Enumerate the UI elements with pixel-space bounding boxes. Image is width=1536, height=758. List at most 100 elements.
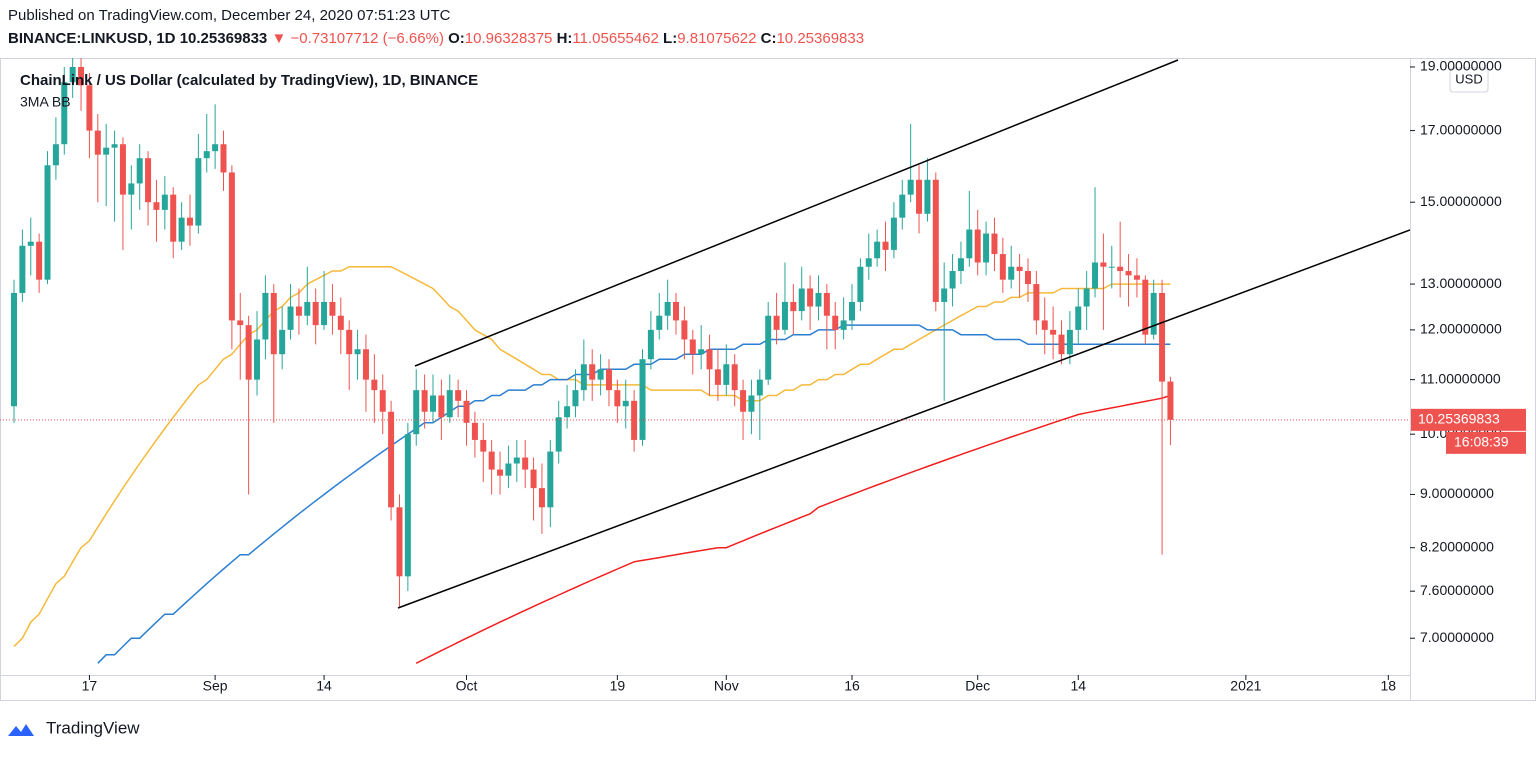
- candle-body: [270, 292, 277, 355]
- ma-line: [415, 394, 1171, 664]
- y-tick-label: 19.00000000: [1420, 58, 1502, 74]
- l-label: L:: [663, 30, 677, 47]
- y-tick-label: 7.00000000: [1420, 629, 1494, 645]
- candle-body: [1150, 292, 1157, 335]
- candle-body: [983, 233, 990, 263]
- candle-body: [522, 457, 529, 470]
- candle-body: [706, 349, 713, 370]
- candle-body: [237, 320, 244, 326]
- x-tick-label: 17: [82, 678, 98, 694]
- x-tick-label: 19: [610, 678, 626, 694]
- logo: [8, 724, 34, 736]
- candle-body: [999, 254, 1006, 280]
- candle-body: [681, 320, 688, 340]
- candle-body: [807, 288, 814, 307]
- candle-body: [1142, 279, 1149, 335]
- candle-body: [1066, 329, 1073, 355]
- candle-body: [689, 339, 696, 355]
- candle-body: [580, 364, 587, 391]
- candle-body: [497, 469, 504, 476]
- candle-body: [1041, 320, 1048, 330]
- candle-body: [1024, 271, 1031, 285]
- candle-body: [865, 258, 872, 267]
- candle-body: [890, 217, 897, 250]
- c-label: C:: [761, 30, 777, 47]
- candle-body: [538, 488, 545, 508]
- candle-body: [614, 390, 621, 407]
- x-tick-label: Dec: [965, 678, 990, 694]
- candle-body: [212, 144, 219, 152]
- subtitle: 3MA BB: [20, 94, 71, 110]
- candle-body: [262, 292, 269, 340]
- candle-body: [11, 292, 17, 407]
- last-price-label: 10.25369833: [1418, 411, 1500, 427]
- symbol: BINANCE:LINKUSD, 1D: [8, 30, 176, 47]
- candle-body: [295, 306, 302, 316]
- ma-line: [97, 324, 1171, 664]
- candle-body: [1008, 266, 1015, 280]
- candle-body: [974, 229, 981, 263]
- candle-body: [1075, 306, 1082, 330]
- y-tick-label: 12.00000000: [1420, 321, 1502, 337]
- candle-body: [1058, 334, 1065, 355]
- candle-body: [1033, 284, 1040, 321]
- candle-body: [463, 400, 470, 423]
- currency-button[interactable]: [1449, 67, 1489, 93]
- candle-body: [798, 288, 805, 312]
- candle-body: [69, 66, 76, 83]
- candle-body: [589, 364, 596, 380]
- candle-body: [153, 202, 160, 210]
- y-tick-label: 13.00000000: [1420, 275, 1502, 291]
- candle-body: [379, 390, 386, 412]
- candle-body: [128, 183, 135, 195]
- trendlines: [397, 59, 1410, 609]
- candle-body: [1083, 288, 1090, 307]
- candle-body: [321, 301, 328, 326]
- x-tick-label: Oct: [456, 678, 478, 694]
- countdown-box: [1446, 431, 1526, 454]
- y-tick-label: 15.00000000: [1420, 193, 1502, 209]
- candle-body: [513, 457, 520, 464]
- candle-body: [488, 451, 495, 470]
- candle-body: [849, 301, 855, 321]
- candle-body: [170, 194, 177, 242]
- candle-body: [714, 369, 721, 385]
- candle-body: [547, 451, 554, 508]
- currency[interactable]: USD: [1455, 71, 1482, 86]
- candle-body: [966, 229, 973, 259]
- candle-body: [857, 266, 864, 302]
- candle-body: [882, 241, 889, 250]
- y-tick-label: 7.60000000: [1420, 582, 1494, 598]
- h: 11.05655462: [572, 30, 658, 47]
- candle-body: [329, 301, 336, 316]
- candle-body: [94, 130, 101, 155]
- x-tick-label: 2021: [1230, 678, 1261, 694]
- candle-body: [337, 315, 344, 330]
- c: 10.25369833: [776, 30, 864, 47]
- candle-body: [413, 390, 420, 435]
- candle-body: [1016, 266, 1023, 272]
- candle-body: [304, 301, 311, 316]
- y-tick-label: 8.20000000: [1420, 538, 1494, 554]
- candle-body: [823, 292, 830, 316]
- price: 10.25369833: [180, 30, 268, 47]
- candle-body: [723, 364, 730, 385]
- candle-body: [396, 507, 403, 577]
- candle-body: [480, 439, 487, 452]
- candle-body: [597, 369, 604, 380]
- candle-body: [907, 179, 914, 195]
- candle-body: [748, 395, 755, 412]
- candle-body: [790, 301, 797, 312]
- candle-body: [111, 144, 118, 148]
- candle-body: [119, 144, 126, 195]
- y-tick-label: 9.00000000: [1420, 485, 1494, 501]
- candle-body: [438, 395, 445, 418]
- candle-body: [103, 147, 110, 155]
- candle-body: [220, 144, 227, 173]
- candle-body: [186, 217, 193, 226]
- l: 9.81075622: [677, 30, 756, 47]
- candle-body: [455, 390, 462, 401]
- candle-body: [178, 217, 185, 242]
- last-price-box: [1411, 408, 1526, 431]
- candle-body: [530, 469, 537, 489]
